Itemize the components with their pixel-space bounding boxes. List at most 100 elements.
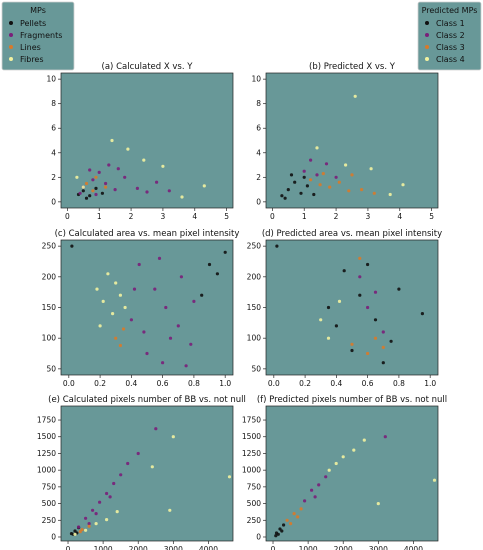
data-point [334, 324, 338, 328]
data-point [342, 269, 346, 273]
x-tick-label: 0.6 [157, 379, 169, 388]
y-tick-label: 10 [251, 75, 261, 84]
data-point [310, 488, 314, 492]
legend-marker [9, 57, 13, 61]
plot-area [60, 405, 234, 542]
data-point [155, 180, 159, 184]
data-point [75, 175, 79, 179]
data-point [136, 451, 140, 456]
data-point [179, 275, 183, 279]
x-tick-label: 0.6 [362, 379, 374, 388]
x-tick-label: 0.0 [63, 379, 75, 388]
data-point [180, 195, 184, 199]
data-point [123, 305, 127, 310]
x-tick-label: 1 [302, 212, 307, 221]
y-tick-label: 0 [51, 197, 56, 206]
data-point [350, 348, 354, 353]
y-tick-label: 50 [46, 364, 56, 373]
data-point [84, 181, 89, 186]
x-tick-label: 2 [129, 212, 134, 221]
y-tick-label: 250 [247, 242, 262, 251]
data-point [114, 281, 118, 285]
y-tick-label: 2 [51, 173, 56, 182]
chart-panel: (f) Predicted pixels number of BB vs. no… [242, 395, 447, 550]
data-point [358, 293, 362, 297]
chart-title: (e) Calculated pixels number of BB vs. n… [48, 395, 246, 405]
data-point [176, 324, 180, 328]
data-point [397, 287, 401, 291]
y-tick-label: 50 [251, 364, 261, 373]
data-point [192, 299, 196, 303]
data-point [376, 502, 380, 506]
legend-marker [425, 45, 429, 49]
chart-title: (d) Predicted area vs. mean pixel intens… [262, 229, 442, 239]
data-point [112, 481, 116, 486]
data-point [366, 305, 370, 310]
data-point [94, 192, 98, 197]
data-point [401, 183, 405, 187]
data-point [145, 351, 149, 356]
data-point [309, 158, 313, 162]
data-point [303, 499, 307, 503]
x-tick-label: 1.0 [424, 379, 436, 388]
data-point [350, 342, 354, 346]
data-point [327, 468, 331, 472]
data-point [223, 250, 227, 254]
data-point [286, 188, 290, 192]
data-point [389, 339, 393, 343]
y-tick-label: 1750 [242, 416, 261, 425]
x-tick-label: 0.2 [299, 379, 311, 388]
data-point [275, 244, 279, 248]
data-point [97, 170, 101, 174]
chart-panel: (c) Calculated area vs. mean pixel inten… [42, 229, 240, 388]
x-tick-label: 1 [97, 212, 102, 221]
x-tick-label: 0 [66, 545, 71, 550]
data-point [142, 158, 146, 162]
data-point [168, 336, 173, 340]
data-point [115, 510, 119, 514]
y-tick-label: 200 [247, 272, 262, 281]
y-tick-label: 750 [247, 482, 262, 491]
data-point [296, 515, 300, 519]
data-point [153, 287, 157, 291]
data-point [381, 345, 385, 349]
y-tick-label: 250 [42, 242, 57, 251]
data-point [161, 164, 165, 168]
data-point [113, 188, 117, 192]
data-point [91, 178, 95, 182]
data-point [347, 189, 351, 193]
y-tick-label: 1000 [242, 466, 261, 475]
data-point [274, 534, 278, 538]
data-point [118, 343, 122, 348]
x-tick-label: 1000 [94, 545, 113, 550]
y-tick-label: 500 [42, 499, 57, 508]
data-point [200, 293, 204, 297]
chart-panel: (e) Calculated pixels number of BB vs. n… [37, 395, 246, 550]
series-class-4 [327, 438, 437, 506]
y-tick-label: 1000 [37, 466, 56, 475]
data-point [108, 495, 112, 499]
x-tick-label: 4 [192, 212, 197, 221]
series-fibres [73, 435, 232, 536]
x-tick-label: 0 [65, 212, 70, 221]
x-tick-label: 0.4 [330, 379, 342, 388]
data-point [100, 191, 104, 195]
y-tick-label: 8 [51, 99, 56, 108]
x-tick-label: 4000 [404, 545, 423, 550]
chart-panel: (b) Predicted X vs. Y 0 1 2 3 4 5 0 2 4 6 8 10 [251, 62, 439, 221]
data-point [110, 138, 114, 143]
data-point [381, 330, 385, 334]
data-point [94, 522, 98, 526]
legend-marker [425, 57, 429, 61]
data-point [88, 168, 92, 172]
y-tick-label: 1750 [37, 416, 56, 425]
series-lines [84, 175, 108, 193]
x-tick-label: 0 [270, 212, 275, 221]
data-point [95, 287, 99, 291]
data-point [98, 324, 102, 328]
data-point [94, 511, 98, 516]
legend-label: Class 3 [436, 43, 465, 52]
series-pellets [70, 244, 227, 297]
plot-area [265, 405, 439, 542]
